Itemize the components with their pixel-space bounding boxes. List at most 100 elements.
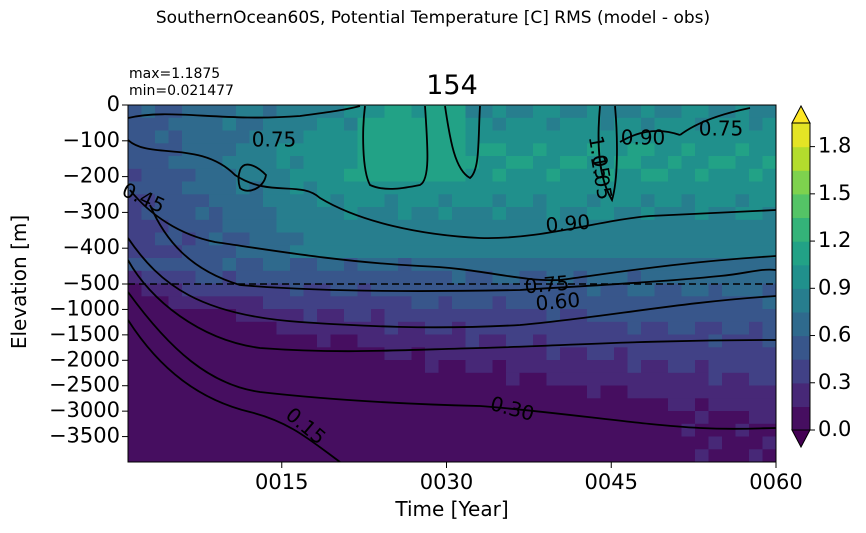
field-cell xyxy=(398,449,413,462)
field-cell xyxy=(533,309,548,323)
field-cell xyxy=(303,232,318,246)
field-cell xyxy=(425,156,440,170)
field-cell xyxy=(317,232,332,246)
field-cell xyxy=(492,245,507,259)
field-cell xyxy=(465,296,480,310)
field-cell xyxy=(425,130,440,144)
field-cell xyxy=(587,117,602,132)
field-cell xyxy=(708,385,723,399)
field-cell xyxy=(182,411,197,425)
field-cell xyxy=(492,232,507,246)
field-cell xyxy=(695,105,710,119)
field-cell xyxy=(627,258,642,272)
field-cell xyxy=(398,207,413,221)
field-cell xyxy=(236,245,251,259)
field-cell xyxy=(263,194,278,208)
field-cell xyxy=(695,232,710,246)
colorbar-bin xyxy=(792,193,810,218)
field-cell xyxy=(182,130,197,144)
figure-suptitle: SouthernOcean60S, Potential Temperature … xyxy=(155,8,711,28)
field-cell xyxy=(344,385,359,399)
field-cell xyxy=(290,309,305,323)
field-cell xyxy=(411,270,426,285)
field-cell xyxy=(438,347,453,361)
field-cell xyxy=(290,219,305,234)
field-cell xyxy=(506,423,521,438)
field-cell xyxy=(749,270,764,285)
field-cell xyxy=(533,143,548,157)
x-tick-label: 0045 xyxy=(585,470,638,494)
field-cell xyxy=(263,423,278,438)
field-cell xyxy=(195,360,210,374)
field-cell xyxy=(600,181,615,195)
field-cell xyxy=(209,309,224,323)
field-cell xyxy=(573,117,588,132)
field-cell xyxy=(762,245,776,259)
field-cell xyxy=(155,360,170,374)
field-cell xyxy=(330,309,345,323)
field-cell xyxy=(708,156,723,170)
field-cell xyxy=(749,168,764,183)
field-cell xyxy=(317,334,332,348)
field-cell xyxy=(452,219,467,234)
field-cell xyxy=(546,360,561,374)
field-cell xyxy=(128,334,143,348)
field-cell xyxy=(425,436,440,450)
field-cell xyxy=(614,117,629,132)
field-cell xyxy=(303,411,318,425)
field-cell xyxy=(668,360,683,374)
field-cell xyxy=(681,130,696,144)
field-cell xyxy=(236,194,251,208)
field-cell xyxy=(371,385,386,399)
field-cell xyxy=(668,372,683,387)
field-cell xyxy=(236,347,251,361)
field-cell xyxy=(222,232,237,246)
field-cell xyxy=(654,232,669,246)
field-cell xyxy=(384,168,399,183)
field-cell xyxy=(249,334,264,348)
field-cell xyxy=(168,334,183,348)
field-cell xyxy=(614,334,629,348)
field-cell xyxy=(506,168,521,183)
field-cell xyxy=(479,105,494,119)
field-cell xyxy=(411,449,426,462)
field-cell xyxy=(330,296,345,310)
field-cell xyxy=(519,219,534,234)
field-cell xyxy=(168,181,183,195)
field-cell xyxy=(276,296,291,310)
field-cell xyxy=(141,156,156,170)
field-cell xyxy=(627,296,642,310)
field-cell xyxy=(573,372,588,387)
field-cell xyxy=(344,232,359,246)
field-cell xyxy=(303,309,318,323)
field-cell xyxy=(519,372,534,387)
colorbar-bin xyxy=(792,288,810,313)
field-cell xyxy=(519,309,534,323)
field-cell xyxy=(438,309,453,323)
field-cell xyxy=(735,360,750,374)
field-cell xyxy=(614,283,629,297)
field-cell xyxy=(209,105,224,119)
field-cell xyxy=(627,156,642,170)
field-cell xyxy=(749,296,764,310)
field-cell xyxy=(614,207,629,221)
field-cell xyxy=(303,436,318,450)
field-cell xyxy=(560,207,575,221)
field-cell xyxy=(222,156,237,170)
field-cell xyxy=(668,207,683,221)
field-cell xyxy=(668,283,683,297)
field-cell xyxy=(438,423,453,438)
field-cell xyxy=(141,347,156,361)
field-cell xyxy=(384,347,399,361)
field-cell xyxy=(573,347,588,361)
field-cell xyxy=(600,334,615,348)
field-cell xyxy=(141,232,156,246)
field-cell xyxy=(465,423,480,438)
field-cell xyxy=(681,347,696,361)
field-cell xyxy=(128,156,143,170)
field-cell xyxy=(263,270,278,285)
field-cell xyxy=(587,347,602,361)
field-cell xyxy=(438,372,453,387)
field-cell xyxy=(195,347,210,361)
field-cell xyxy=(128,283,143,297)
